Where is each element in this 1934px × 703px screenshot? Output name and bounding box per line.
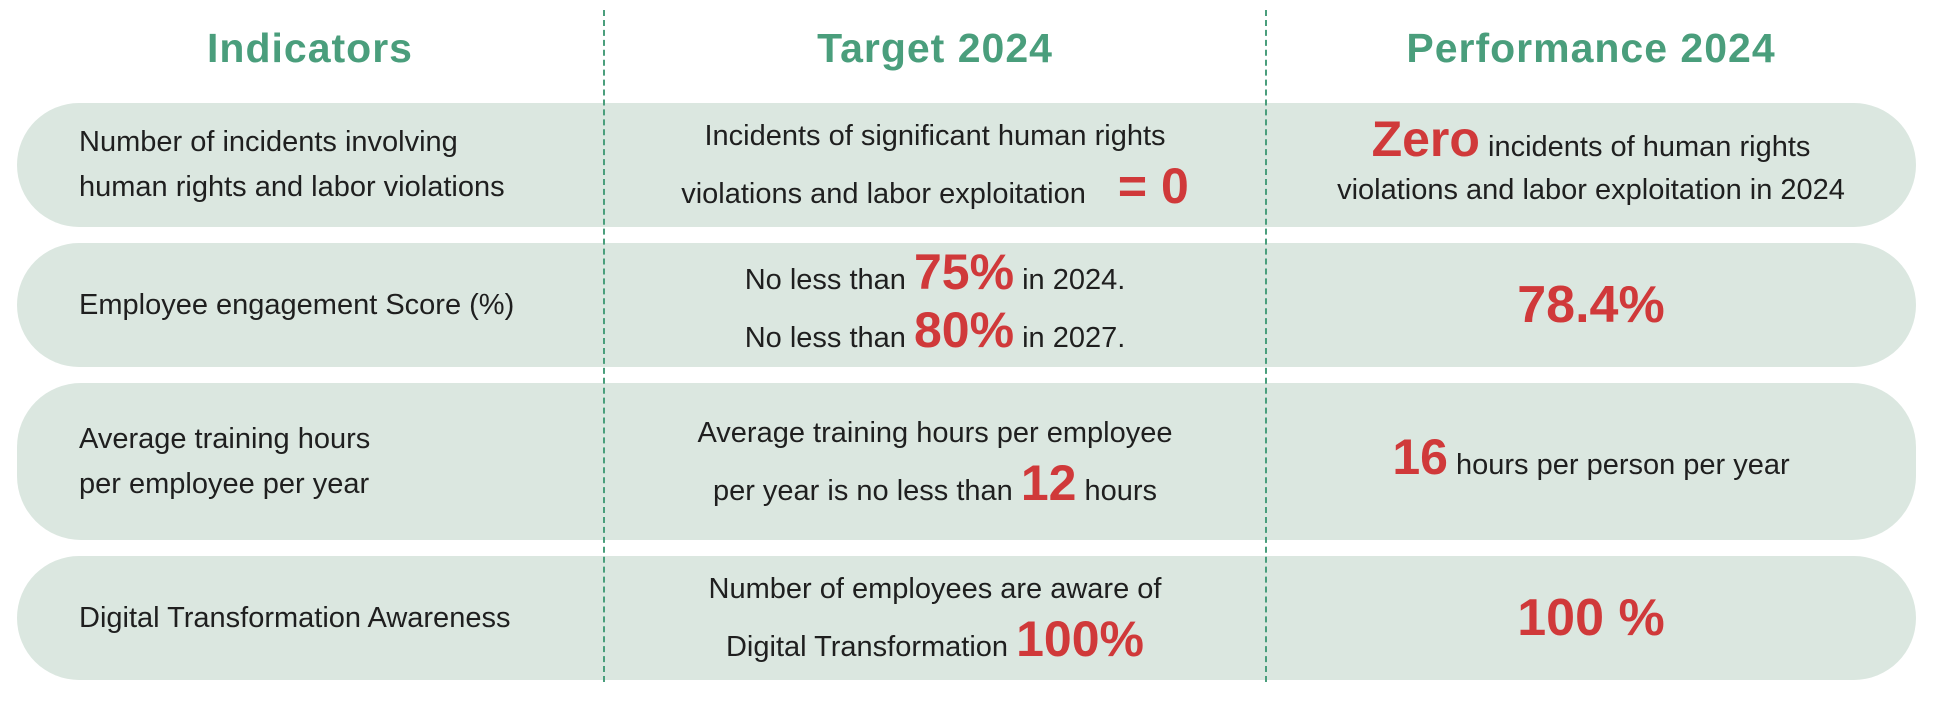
target-highlight-value: 12 [1020, 454, 1077, 511]
target-cell: Average training hours per employee per … [604, 383, 1266, 540]
performance-cell: 78.4% [1266, 243, 1916, 367]
indicators-header: Indicators [207, 24, 413, 71]
performance-cell: Zero incidents of human rights violation… [1266, 103, 1916, 227]
performance-text: violations and labor exploitation in 202… [1337, 174, 1845, 206]
target-cell: No less than 75% in 2024. No less than 8… [604, 243, 1266, 367]
target-text: violations and labor exploitation [681, 178, 1086, 210]
indicator-cell: Average training hours per employee per … [79, 383, 599, 540]
row-human-rights-incidents: Number of incidents involving human righ… [17, 103, 1916, 227]
performance-text: hours per person per year [1447, 449, 1790, 481]
indicator-text: human rights and labor violations [79, 171, 505, 203]
target-text-line: No less than 75% in 2024. [745, 247, 1126, 305]
performance-highlight-value: Zero [1371, 111, 1480, 167]
target-text-line: violations and labor exploitation = 0 [681, 161, 1189, 219]
performance-highlight-value: 16 [1392, 429, 1448, 485]
performance-2024-header: Performance 2024 [1406, 24, 1776, 71]
target-text: Incidents of significant human rights [704, 120, 1166, 152]
performance-cell: 100 % [1266, 556, 1916, 680]
target-text: in 2027. [1014, 322, 1126, 354]
indicator-text: per employee per year [79, 467, 370, 500]
performance-text: incidents of human rights [1479, 131, 1811, 163]
target-2024-header: Target 2024 [817, 24, 1053, 71]
target-cell: Number of employees are aware of Digital… [604, 556, 1266, 680]
indicator-text: Number of incidents involving [79, 126, 458, 158]
target-highlight-value: 100% [1016, 611, 1144, 667]
target-text: Number of employees are aware of [708, 573, 1162, 605]
target-text-line: per year is no less than 12 hours [713, 458, 1157, 516]
column-divider-left [603, 10, 605, 682]
target-text: hours [1076, 474, 1158, 507]
indicator-cell: Number of incidents involving human righ… [79, 103, 599, 227]
column-divider-right [1265, 10, 1267, 682]
row-training-hours: Average training hours per employee per … [17, 383, 1916, 540]
target-text: Digital Transformation [725, 631, 1017, 663]
target-text: per year is no less than [712, 474, 1021, 507]
target-highlight-value: 75% [913, 244, 1015, 300]
row-employee-engagement: Employee engagement Score (%) No less th… [17, 243, 1916, 367]
target-text: No less than [744, 264, 914, 296]
target-highlight-value: = 0 [1117, 158, 1189, 214]
indicator-cell: Digital Transformation Awareness [79, 556, 599, 680]
performance-highlight-value: 78.4% [1517, 275, 1665, 334]
target-text: Average training hours per employee [697, 416, 1173, 449]
target-text: in 2024. [1014, 264, 1126, 296]
target-highlight-value: 80% [913, 302, 1015, 358]
row-digital-transformation: Digital Transformation Awareness Number … [17, 556, 1916, 680]
indicator-cell: Employee engagement Score (%) [79, 243, 599, 367]
target-text-line: No less than 80% in 2027. [745, 305, 1126, 363]
performance-highlight-value: 100 % [1517, 588, 1665, 647]
performance-text-line: Zero incidents of human rights [1372, 114, 1811, 169]
target-text: No less than [744, 322, 914, 354]
indicator-text: Employee engagement Score (%) [79, 288, 515, 321]
target-text-line: Digital Transformation 100% [726, 614, 1144, 672]
indicator-text: Average training hours [79, 422, 371, 455]
indicator-text: Digital Transformation Awareness [79, 601, 511, 634]
performance-cell: 16 hours per person per year [1266, 383, 1916, 540]
target-cell: Incidents of significant human rights vi… [604, 103, 1266, 227]
performance-text-line: 16 hours per person per year [1392, 432, 1790, 487]
